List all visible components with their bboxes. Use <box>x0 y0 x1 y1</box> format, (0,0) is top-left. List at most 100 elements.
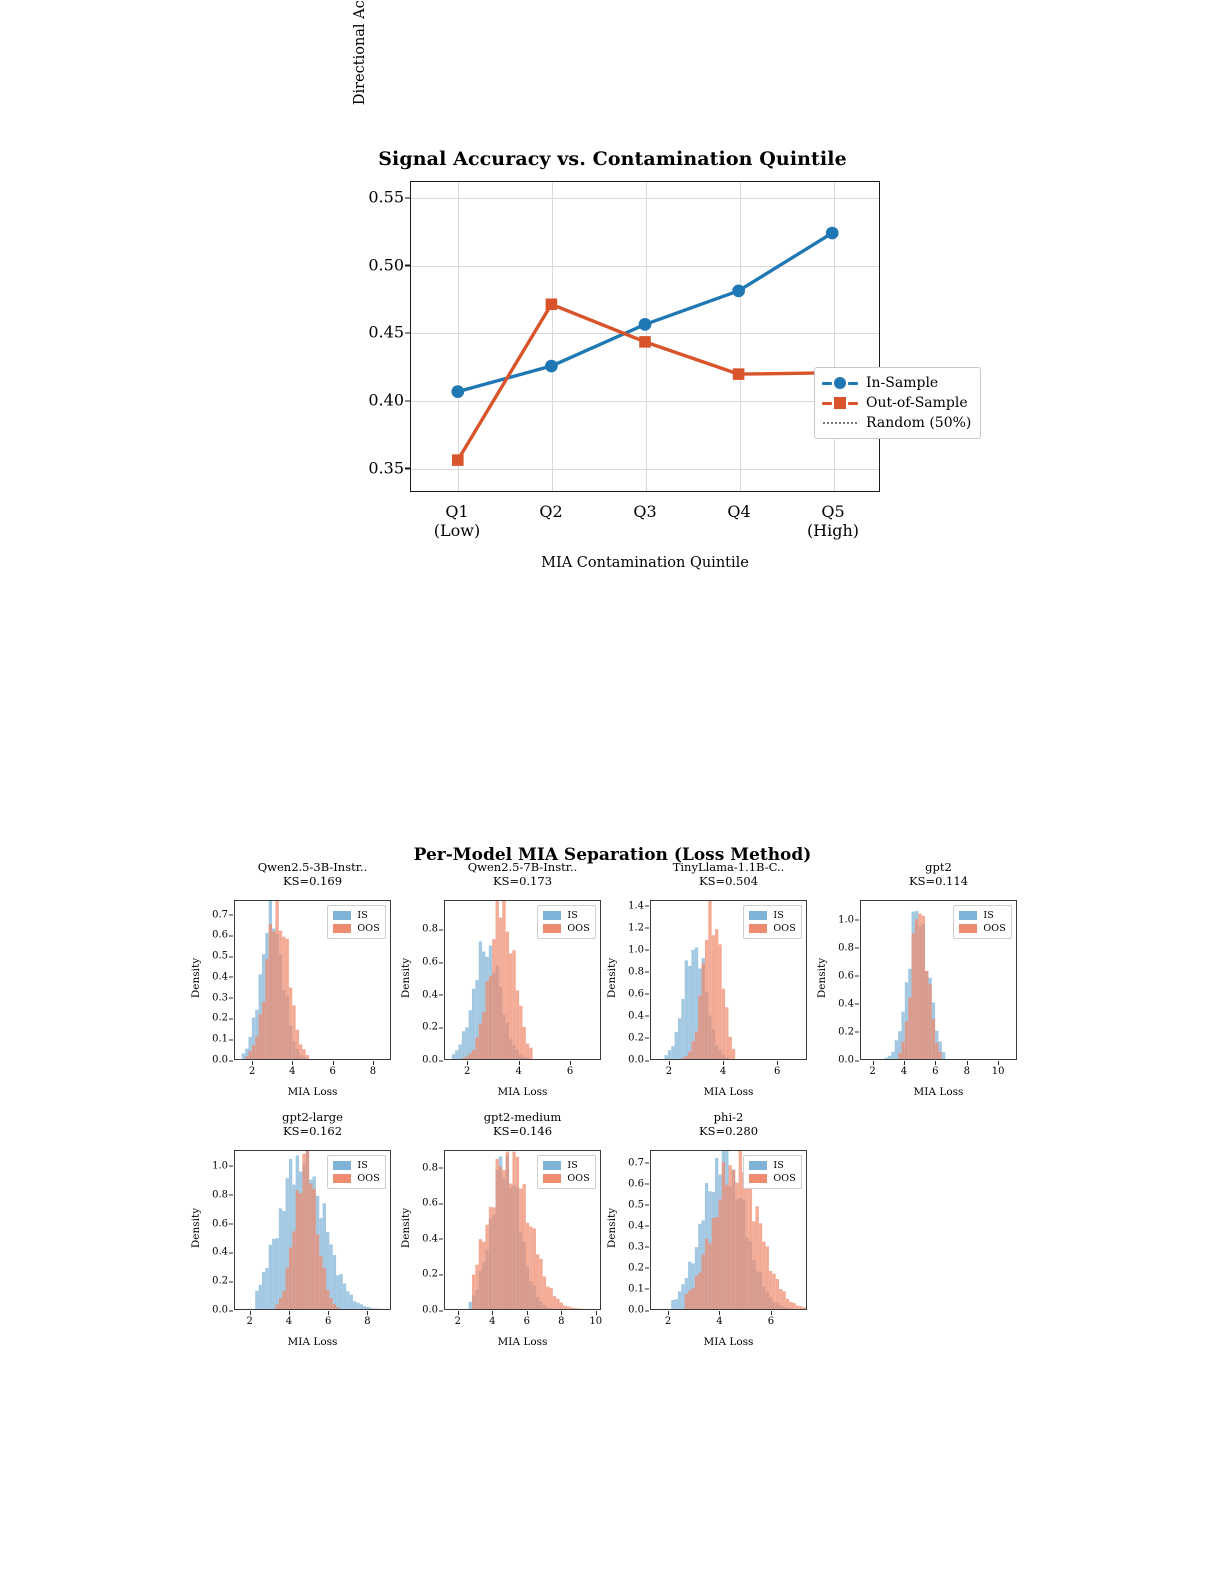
panel-model-name: Qwen2.5-7B-Instr.. <box>467 860 578 874</box>
panel-x-tick-label: 2 <box>653 1311 683 1327</box>
histogram-bar <box>925 971 929 1059</box>
histogram-series-oos <box>275 1151 340 1309</box>
panel-legend-item[interactable]: OOS <box>333 922 380 935</box>
panel-x-tick-mark <box>719 1311 721 1315</box>
panel-legend-item[interactable]: OOS <box>959 922 1006 935</box>
panel-legend-item[interactable]: OOS <box>543 922 590 935</box>
histogram-bar <box>552 1296 557 1309</box>
panel-legend-item[interactable]: IS <box>543 1159 590 1172</box>
legend-color-swatch <box>959 924 978 933</box>
histogram-bar <box>325 1289 330 1309</box>
figure1-x-tick-label: Q1 (Low) <box>402 502 512 540</box>
panel-plot-area: IS OOS <box>650 1150 807 1310</box>
panel-legend-item[interactable]: IS <box>959 909 1006 922</box>
panel-y-tick-mark <box>229 1060 233 1061</box>
histogram-bar <box>488 1207 493 1309</box>
panel-y-axis-label: Density <box>190 957 202 999</box>
histogram-bar <box>251 1045 256 1059</box>
panel-legend-item[interactable]: IS <box>749 1159 796 1172</box>
panel-y-tick-mark <box>439 1238 443 1240</box>
histogram-bar <box>366 1306 370 1309</box>
panel-legend-item[interactable]: OOS <box>749 922 796 935</box>
histogram-bar <box>349 1294 353 1309</box>
histogram-bar <box>342 1283 347 1309</box>
histogram-bar <box>928 984 932 1059</box>
panel-y-tick-label: 0.1 <box>596 1283 649 1294</box>
histogram-bar <box>694 947 699 1059</box>
panel-y-tick-mark <box>855 1003 859 1005</box>
figure1-legend-item[interactable]: Out-of-Sample <box>822 393 971 413</box>
panel-ks-value: KS=0.173 <box>492 874 553 888</box>
figure1-x-tick-primary: Q4 <box>727 502 751 521</box>
panel-legend-item[interactable]: OOS <box>543 1172 590 1185</box>
histogram-bar <box>741 1171 746 1309</box>
figure1-legend-item[interactable]: Random (50%) <box>822 413 971 433</box>
panel-x-tick-mark <box>966 1061 968 1065</box>
panel-y-tick-label: 0.4 <box>180 1247 233 1258</box>
panel-legend-item[interactable]: IS <box>333 1159 380 1172</box>
panel-model-name: gpt2-medium <box>483 1110 562 1124</box>
panel-x-tick-label: 6 <box>555 1061 585 1077</box>
panel-y-tick-label: 0.0 <box>390 1055 443 1066</box>
panel-legend-item[interactable]: IS <box>749 909 796 922</box>
legend-dash <box>822 402 832 405</box>
panel-x-tick-mark <box>292 1061 294 1065</box>
panel-y-axis-label: Density <box>816 957 828 999</box>
panel-title: gpt2-large KS=0.162 <box>234 1110 391 1138</box>
panel-y-tick-label: 0.4 <box>180 971 233 982</box>
panel-legend-item[interactable]: IS <box>333 909 380 922</box>
histogram-series-oos <box>245 901 310 1059</box>
panel-legend-item[interactable]: OOS <box>749 1172 796 1185</box>
legend-dash <box>822 382 832 385</box>
histogram-bar <box>478 941 483 1059</box>
histogram-bar <box>359 1304 364 1309</box>
panel-legend: IS OOS <box>953 905 1012 939</box>
panel-y-tick-mark <box>439 1274 443 1276</box>
histogram-bar <box>475 1264 479 1309</box>
panel-x-tick-label: 8 <box>358 1061 388 1077</box>
figure1-legend-swatch <box>822 396 858 410</box>
histogram-bar <box>258 1284 262 1309</box>
histogram-bar <box>715 1217 719 1309</box>
histogram-bar <box>352 1301 357 1309</box>
histogram-bar <box>265 959 269 1059</box>
figure1-y-ticks: 0.35 0.40 0.45 0.50 0.55 <box>338 181 410 492</box>
panel-model-name: phi-2 <box>713 1110 744 1124</box>
histogram-bar <box>471 1049 476 1059</box>
panel-y-tick-mark <box>645 1037 649 1039</box>
histogram-bar <box>363 1306 367 1309</box>
panel-y-tick-mark <box>439 1203 443 1205</box>
figure1-data-point <box>545 359 558 373</box>
panel-y-tick-mark <box>439 1060 443 1061</box>
histogram-bar <box>505 1151 510 1309</box>
panel-legend-item[interactable]: OOS <box>333 1172 380 1185</box>
panel-x-tick-label: 2 <box>443 1311 473 1327</box>
histogram-panel: phi-2 KS=0.280 IS OOS 0.0 0.1 0.2 0.3 0.4 0.5 0.6 0… <box>590 1110 807 1348</box>
histogram-bar <box>691 1041 695 1059</box>
histogram-bar <box>329 1244 333 1309</box>
panel-y-tick-mark <box>855 919 859 921</box>
histogram-bar <box>336 1307 340 1309</box>
panel-y-tick-mark <box>229 914 233 916</box>
histogram-bar <box>752 1221 756 1309</box>
figure1-hgrid <box>411 198 879 200</box>
histogram-bar <box>677 1291 682 1309</box>
histogram-bar <box>525 1043 530 1059</box>
histogram-panel: Qwen2.5-3B-Instr.. KS=0.169 IS OOS 0.0 0.1 0.2… <box>174 860 391 1098</box>
histogram-bar <box>898 1052 902 1059</box>
figure1-legend-item[interactable]: In-Sample <box>822 373 971 393</box>
legend-color-swatch <box>333 1174 352 1183</box>
panel-y-tick-mark <box>855 1060 859 1061</box>
histogram-bar <box>529 1226 533 1309</box>
histogram-bar <box>329 1297 333 1309</box>
panel-y-tick-label: 0.8 <box>180 1189 233 1200</box>
panel-y-tick-label: 0.4 <box>390 1233 443 1244</box>
panel-legend-item[interactable]: IS <box>543 909 590 922</box>
histogram-bar <box>346 1291 350 1309</box>
histogram-bar <box>302 1153 306 1309</box>
panel-x-tick-label: 2 <box>235 1311 265 1327</box>
histogram-bar <box>498 917 503 1059</box>
panel-y-tick-mark <box>645 1267 649 1269</box>
panel-x-tick-mark <box>457 1311 459 1315</box>
histogram-bar <box>261 1271 266 1309</box>
